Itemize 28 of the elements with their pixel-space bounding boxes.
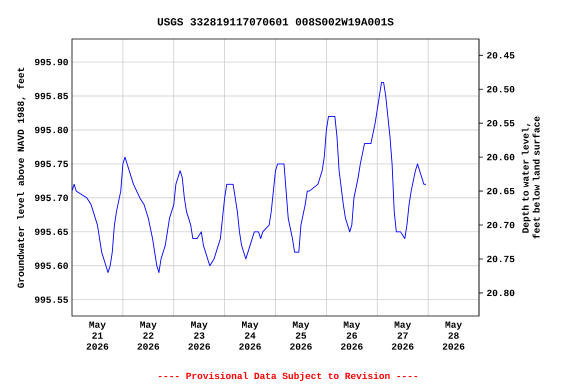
y-tick-label: 995.90: [34, 58, 68, 66]
text: ---- Provisional Data Subject to Revision ----: [158, 372, 418, 381]
y2-tick-label: 20.50: [487, 86, 514, 92]
y2-axis-title: Depth to water level, feet below land surface: [522, 116, 540, 238]
y-tick-label: 995.65: [34, 228, 68, 236]
y2-tick-label: 20.60: [487, 154, 514, 160]
x-tick-label: May 24 2026: [239, 322, 261, 350]
y-axis-title: Groundwater level above NAVD 1988, feet: [16, 68, 26, 288]
y2-tick-label: 20.55: [487, 120, 514, 126]
y2-tick-label: 20.75: [487, 256, 514, 262]
x-tick-label: May 26 2026: [341, 322, 363, 350]
y2-tick-label: 20.65: [487, 188, 514, 194]
y-tick-label: 995.55: [34, 296, 68, 303]
chart-title: USGS 332819117070601 008S002W19A001S: [158, 18, 394, 26]
y-tick-label: 995.75: [34, 160, 68, 168]
x-tick-label: May 22 2026: [138, 322, 160, 350]
y2-tick-label: 20.80: [487, 290, 514, 296]
x-tick-label: May 25 2026: [290, 322, 312, 350]
y-tick-label: 995.70: [34, 194, 68, 202]
x-tick-label: May 23 2026: [188, 322, 210, 350]
y-tick-label: 995.80: [34, 126, 68, 134]
x-tick-label: May 28 2026: [442, 322, 464, 350]
y2-tick-label: 20.70: [487, 222, 514, 228]
x-tick-label: May 21 2026: [86, 322, 108, 350]
y-tick-label: 995.85: [34, 92, 68, 100]
y2-tick-label: 20.45: [487, 52, 514, 59]
y-tick-label: 995.60: [34, 262, 68, 269]
x-tick-label: May 27 2026: [392, 322, 414, 350]
